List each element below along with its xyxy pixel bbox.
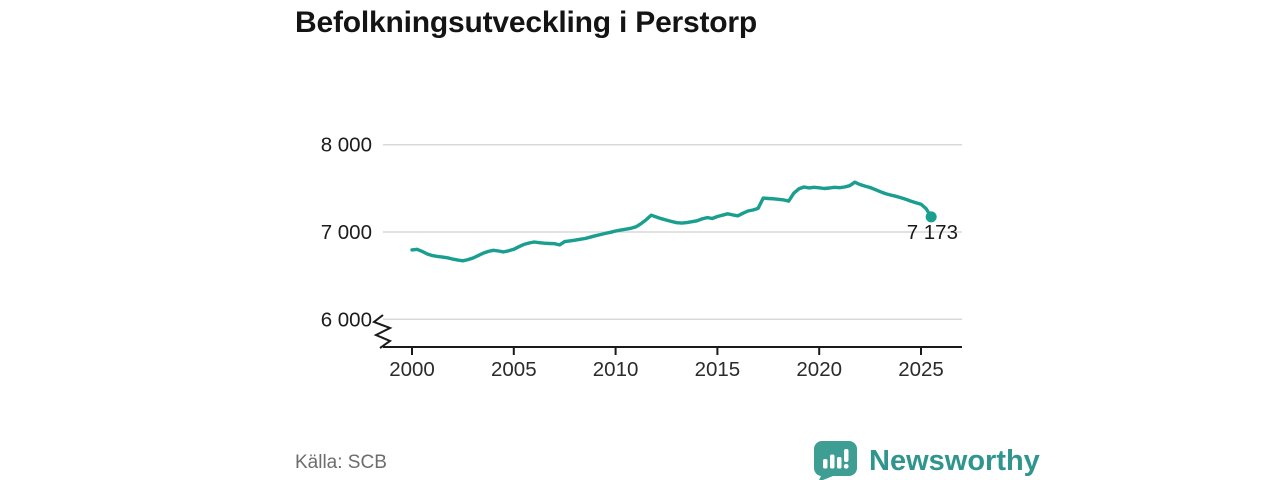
y-tick-label: 8 000: [321, 134, 372, 157]
y-tick-label: 7 000: [321, 221, 372, 244]
x-tick-label: 2000: [389, 358, 435, 381]
newsworthy-brand-link[interactable]: Newsworthy: [812, 440, 1040, 480]
x-tick-label: 2005: [491, 358, 537, 381]
x-tick-label: 2010: [593, 358, 639, 381]
population-line: [410, 180, 933, 263]
end-point-dot: [925, 211, 937, 223]
chart-title: Befolkningsutveckling i Perstorp: [295, 6, 758, 39]
x-tick-label: 2025: [898, 358, 944, 381]
source-note: Källa: SCB: [295, 452, 387, 473]
bar-chart-speech-bubble-icon: [813, 441, 857, 480]
end-value-label: 7 173: [907, 221, 958, 244]
y-tick-label: 6 000: [321, 308, 372, 331]
axis-break-zigzag-icon: [371, 314, 393, 349]
x-tick-label: 2015: [695, 358, 741, 381]
x-tick-label: 2020: [796, 358, 842, 381]
brand-wordmark: Newsworthy: [869, 445, 1040, 477]
